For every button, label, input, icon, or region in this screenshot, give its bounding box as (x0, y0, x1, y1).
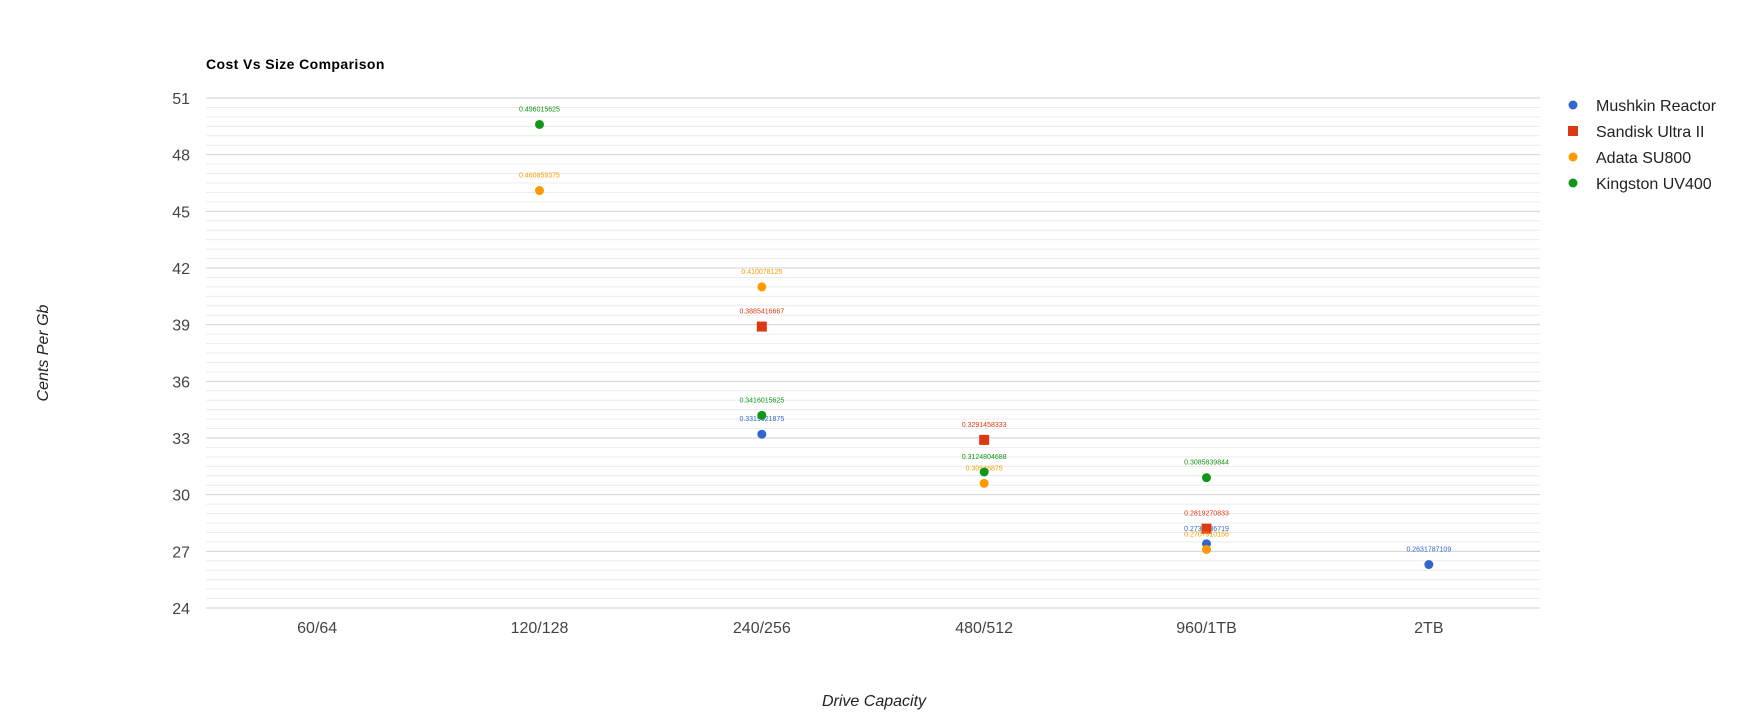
data-point[interactable] (979, 434, 990, 445)
y-tick-label: 33 (172, 431, 190, 448)
x-tick-label: 240/256 (733, 620, 791, 637)
data-label: 0.3124804688 (962, 454, 1007, 461)
y-tick-label: 27 (172, 544, 190, 561)
legend-marker (1568, 126, 1578, 136)
x-tick-label: 480/512 (955, 620, 1013, 637)
data-label: 0.3291458333 (962, 422, 1007, 429)
legend-item[interactable]: Kingston UV400 (1568, 176, 1712, 193)
data-point[interactable] (1202, 544, 1211, 554)
legend-label: Sandisk Ultra II (1596, 124, 1704, 141)
y-tick-label: 45 (172, 204, 190, 221)
y-tick-label: 39 (172, 318, 190, 335)
legend[interactable]: Mushkin Reactor Sandisk Ultra II Adata SU8… (1568, 98, 1717, 193)
data-label: 0.460859375 (519, 173, 560, 180)
legend-label: Mushkin Reactor (1596, 98, 1717, 115)
data-label: 0.3085839844 (1184, 460, 1229, 467)
data-label: 0.2707910156 (1184, 531, 1229, 538)
data-label: 0.410078125 (741, 269, 782, 276)
y-tick-label: 48 (172, 148, 190, 165)
data-point[interactable] (1201, 523, 1212, 534)
gridlines (206, 97, 1540, 609)
legend-item[interactable]: Adata SU800 (1568, 150, 1692, 167)
x-tick-label: 2TB (1414, 620, 1443, 637)
x-axis-ticks: 60/64 120/128 240/256 480/512 960/1TB 2TB (297, 620, 1443, 637)
data-label: 0.3416015625 (739, 397, 784, 404)
data-point[interactable] (757, 429, 767, 439)
x-tick-label: 60/64 (297, 620, 337, 637)
data-label: 0.496015625 (519, 106, 560, 113)
data-point[interactable] (979, 478, 989, 488)
data-label: 0.2631787109 (1406, 547, 1451, 554)
data-point[interactable] (756, 321, 767, 332)
y-tick-label: 30 (172, 488, 190, 505)
legend-marker (1568, 178, 1578, 188)
data-point[interactable] (1424, 560, 1434, 570)
data-point[interactable] (979, 467, 989, 477)
x-axis-title: Drive Capacity (822, 693, 927, 710)
y-tick-label: 42 (172, 261, 190, 278)
y-axis-title: Cents Per Gb (35, 304, 52, 401)
data-point[interactable] (535, 119, 544, 129)
y-tick-label: 51 (172, 91, 190, 108)
legend-marker (1568, 100, 1578, 110)
legend-label: Kingston UV400 (1596, 176, 1712, 193)
x-tick-label: 960/1TB (1176, 620, 1236, 637)
x-tick-label: 120/128 (511, 620, 569, 637)
data-point[interactable] (757, 410, 767, 420)
data-point[interactable] (757, 282, 767, 292)
data-point[interactable] (1202, 473, 1211, 483)
y-tick-label: 24 (172, 601, 190, 618)
legend-item[interactable]: Sandisk Ultra II (1568, 124, 1704, 141)
data-point[interactable] (535, 186, 544, 196)
legend-marker (1568, 152, 1578, 162)
legend-label: Adata SU800 (1596, 150, 1691, 167)
data-label: 0.2819270833 (1184, 511, 1229, 518)
data-label: 0.3885416667 (739, 309, 784, 316)
data-points: 0.33199218750.27338867190.26317871090.38… (519, 106, 1451, 570)
legend-item[interactable]: Mushkin Reactor (1568, 98, 1717, 115)
chart-title: Cost Vs Size Comparison (206, 56, 385, 72)
y-tick-label: 36 (172, 374, 190, 391)
y-axis-ticks: 24 27 30 33 36 39 42 45 48 51 (172, 91, 190, 618)
